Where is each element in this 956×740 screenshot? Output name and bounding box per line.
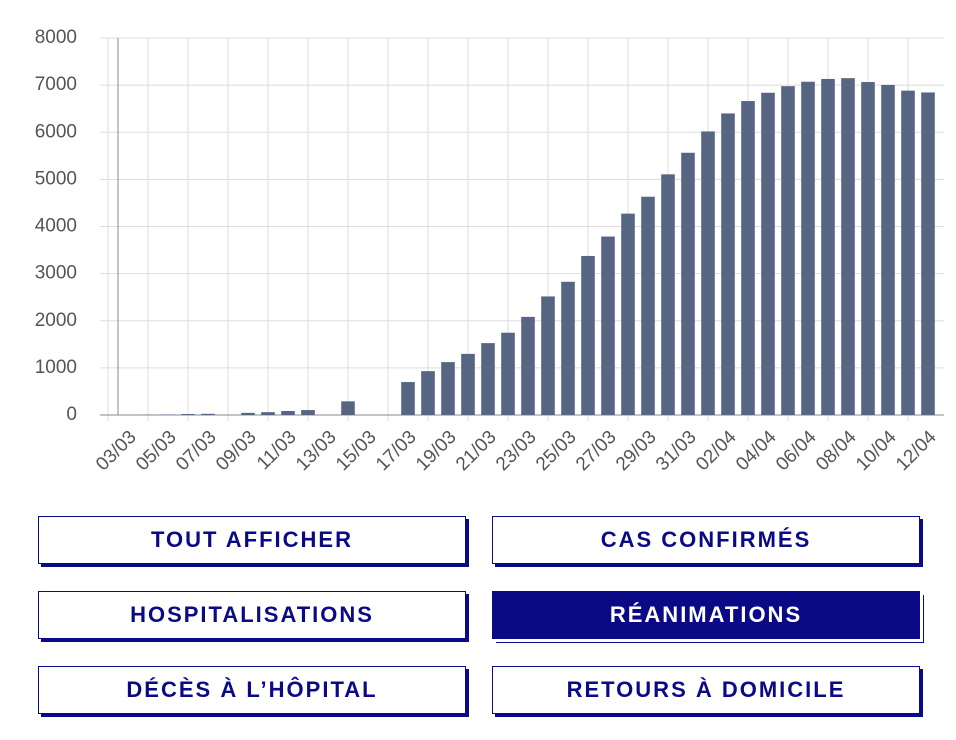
bar bbox=[921, 92, 935, 415]
bar bbox=[901, 90, 915, 416]
bar bbox=[561, 281, 575, 415]
x-tick-label: 07/03 bbox=[172, 427, 220, 475]
x-tick-label: 12/04 bbox=[892, 426, 941, 475]
bar bbox=[441, 362, 455, 415]
x-tick-label: 06/04 bbox=[772, 426, 821, 475]
bar bbox=[241, 412, 255, 415]
bar bbox=[821, 78, 835, 415]
bar bbox=[301, 410, 315, 415]
x-tick-label: 10/04 bbox=[852, 426, 901, 475]
x-tick-label: 11/03 bbox=[253, 427, 300, 474]
bar bbox=[281, 410, 295, 415]
x-tick-label: 19/03 bbox=[412, 427, 460, 475]
bar bbox=[881, 84, 895, 416]
bar bbox=[581, 255, 595, 415]
x-tick-label: 25/03 bbox=[532, 427, 580, 475]
bar bbox=[681, 152, 695, 415]
bar bbox=[641, 196, 655, 415]
chart: 0 1000 2000 3000 4000 5000 6000 7000 8000 03/0305… bbox=[35, 27, 944, 475]
x-tick-label: 15/03 bbox=[332, 427, 380, 475]
x-tick-label: 03/03 bbox=[92, 427, 140, 475]
bar bbox=[481, 343, 495, 415]
y-tick-label: 3000 bbox=[35, 263, 77, 284]
bar bbox=[781, 86, 795, 416]
filter-button[interactable]: CAS CONFIRMÉS bbox=[492, 516, 920, 564]
x-tick-label: 13/03 bbox=[292, 427, 340, 475]
y-tick-label: 0 bbox=[66, 404, 77, 425]
x-tick-label: 21/03 bbox=[452, 427, 500, 475]
filter-button[interactable]: RETOURS À DOMICILE bbox=[492, 666, 920, 714]
bar bbox=[701, 131, 715, 416]
x-tick-label: 27/03 bbox=[572, 427, 620, 475]
filter-button[interactable]: DÉCÈS À L’HÔPITAL bbox=[38, 666, 466, 714]
bar bbox=[401, 382, 415, 415]
bar bbox=[201, 413, 215, 415]
x-tick-label: 31/03 bbox=[652, 427, 700, 475]
x-tick-label: 02/04 bbox=[692, 426, 741, 475]
y-tick-label: 6000 bbox=[35, 121, 77, 142]
bar bbox=[801, 81, 815, 416]
bar bbox=[861, 82, 875, 416]
y-tick-label: 5000 bbox=[35, 168, 77, 189]
bar bbox=[541, 296, 555, 415]
y-tick-label: 7000 bbox=[35, 74, 77, 95]
x-tick-label: 08/04 bbox=[812, 426, 861, 475]
bar bbox=[181, 414, 195, 415]
x-tick-label: 17/03 bbox=[372, 427, 420, 475]
x-tick-label: 05/03 bbox=[132, 427, 180, 475]
x-tick-label: 29/03 bbox=[612, 427, 660, 475]
button-group: TOUT AFFICHER CAS CONFIRMÉS HOSPITALISATIO… bbox=[38, 516, 922, 714]
bar bbox=[721, 113, 735, 415]
bar bbox=[841, 78, 855, 415]
y-tick-label: 2000 bbox=[35, 310, 77, 331]
filter-button[interactable]: RÉANIMATIONS bbox=[492, 591, 920, 639]
x-tick-label: 09/03 bbox=[212, 427, 260, 475]
filter-button[interactable]: TOUT AFFICHER bbox=[38, 516, 466, 564]
bar bbox=[261, 412, 275, 415]
x-tick-label: 23/03 bbox=[492, 427, 540, 475]
bar bbox=[761, 92, 775, 415]
y-tick-label: 8000 bbox=[35, 27, 77, 48]
bar bbox=[341, 401, 355, 415]
filter-button[interactable]: HOSPITALISATIONS bbox=[38, 591, 466, 639]
bar bbox=[521, 316, 535, 415]
y-tick-label: 1000 bbox=[35, 357, 77, 378]
bar bbox=[601, 236, 615, 415]
bar bbox=[501, 332, 515, 415]
bar bbox=[421, 371, 435, 415]
bar bbox=[661, 174, 675, 415]
x-tick-label: 04/04 bbox=[732, 426, 781, 475]
bar bbox=[461, 353, 475, 415]
bar bbox=[621, 213, 635, 415]
y-tick-label: 4000 bbox=[35, 216, 77, 237]
bar bbox=[741, 101, 755, 415]
